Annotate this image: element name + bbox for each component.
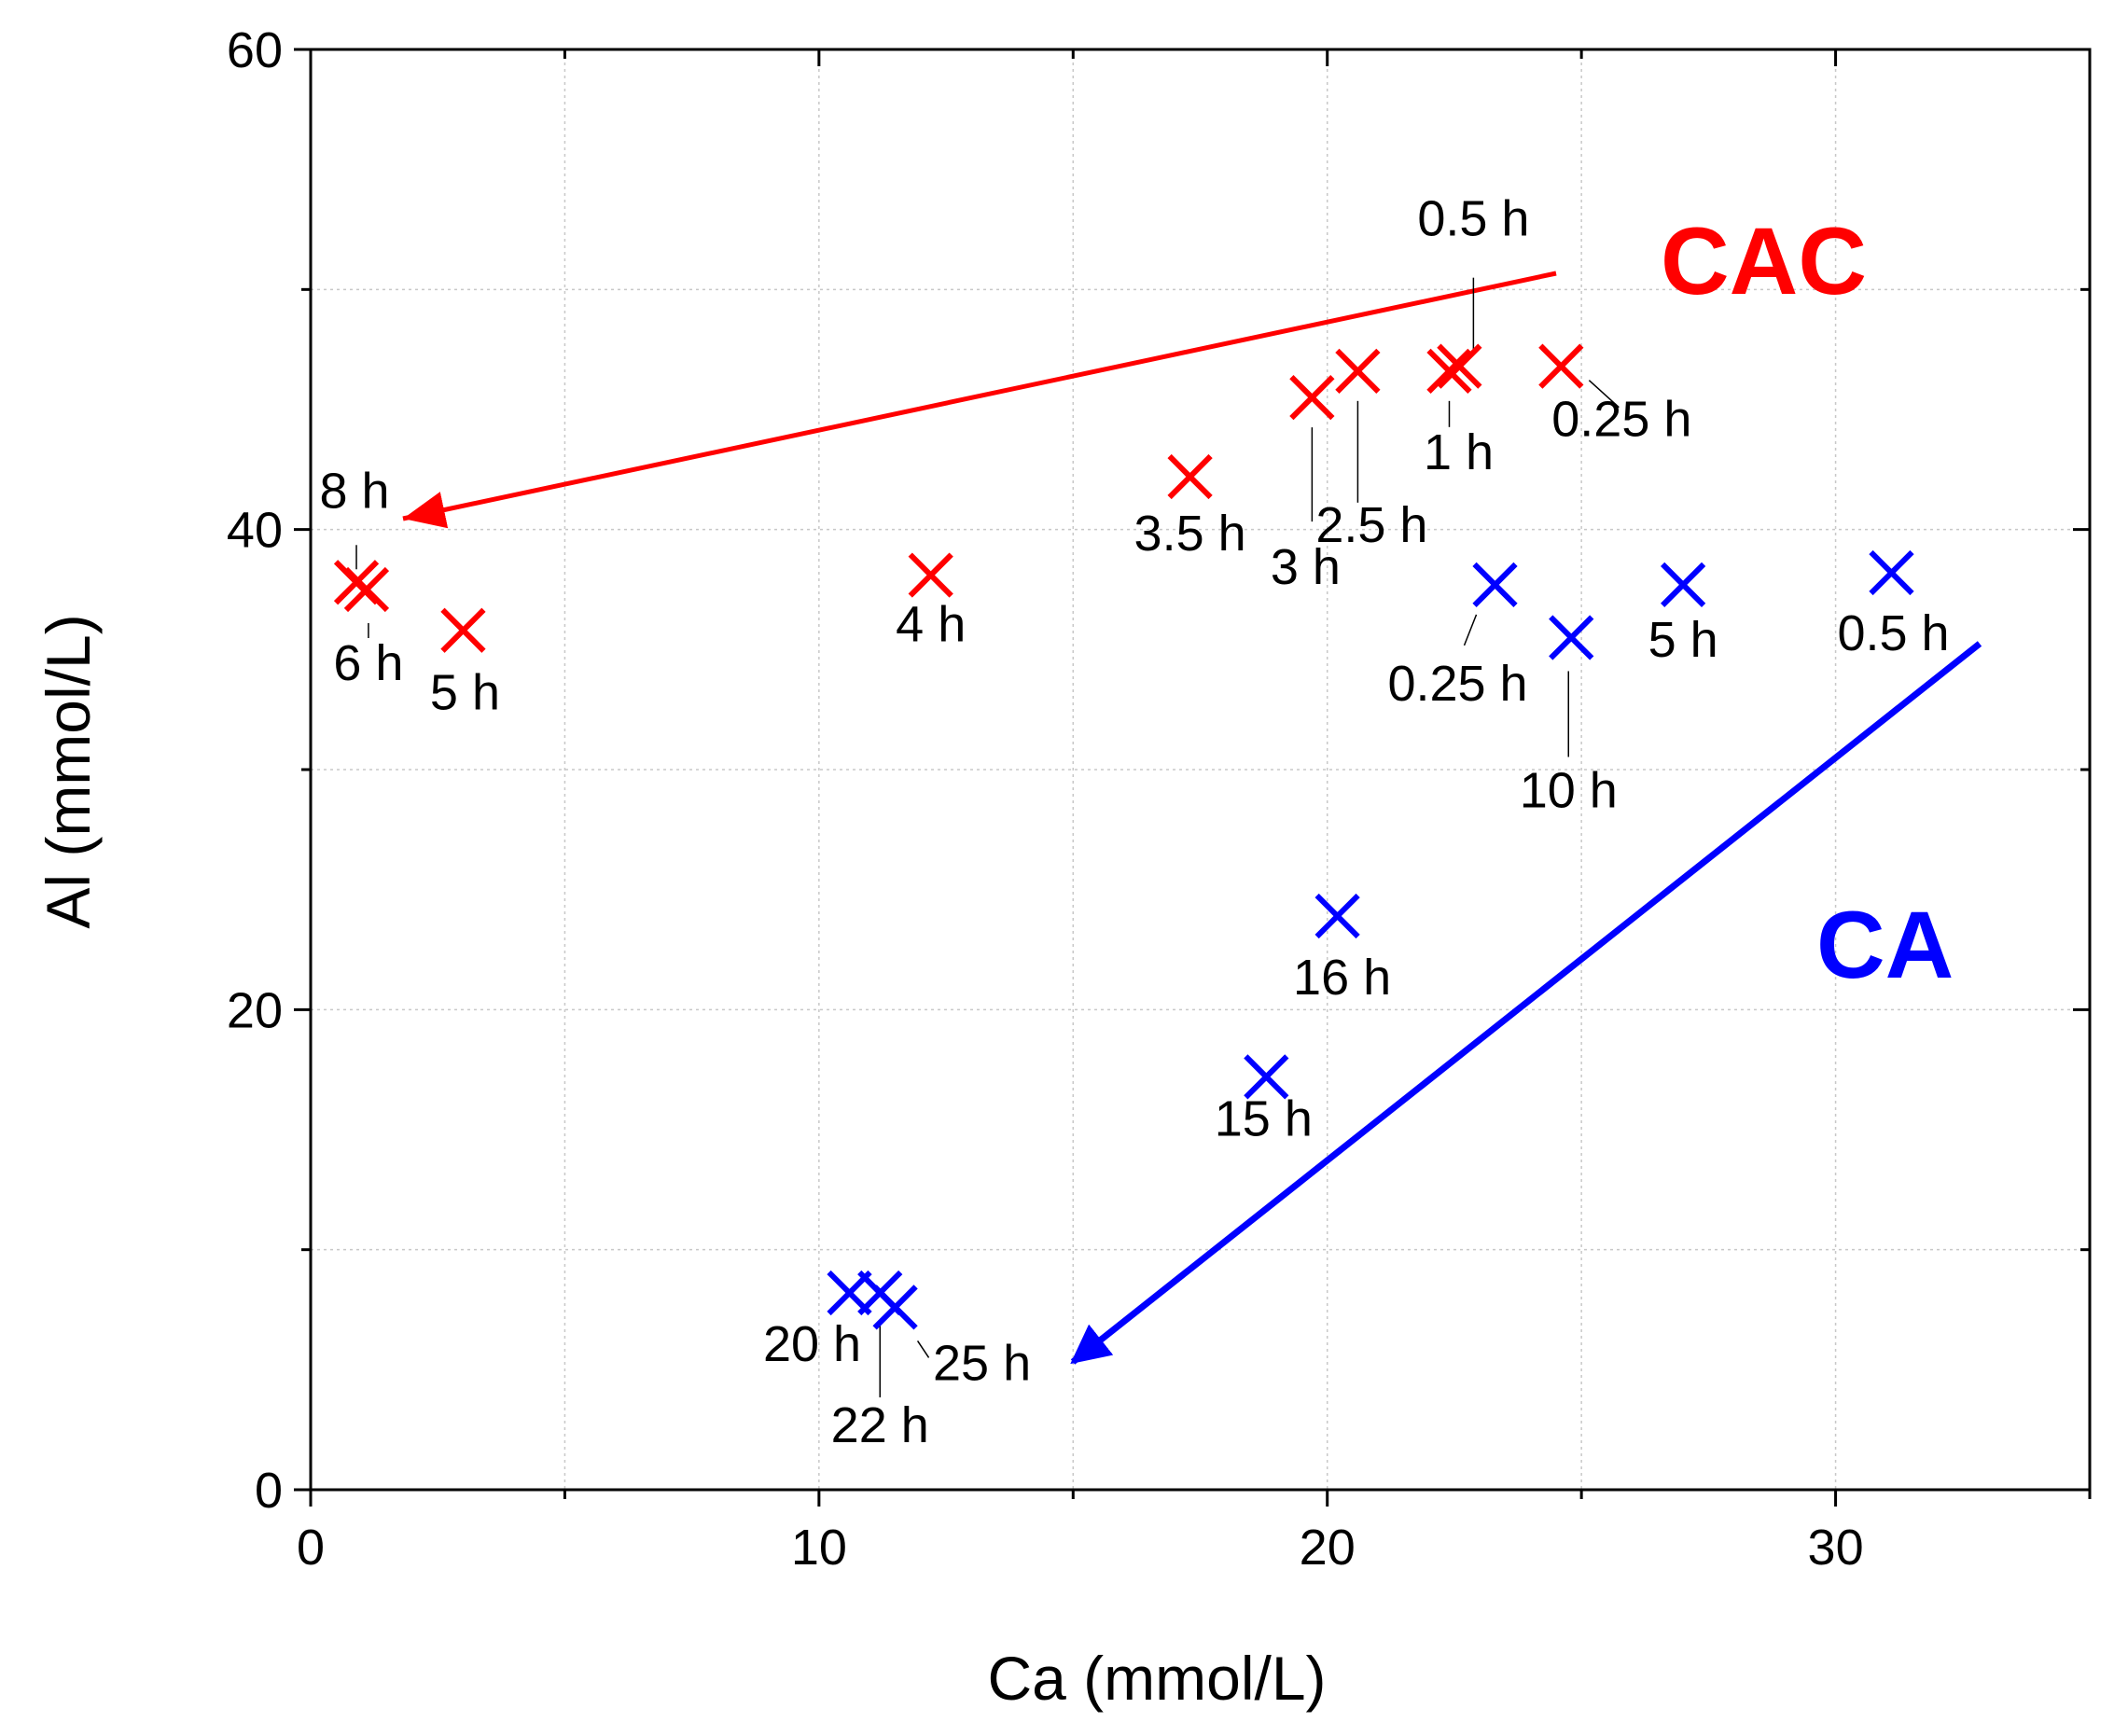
data-point-cac [1289,375,1335,421]
x-axis-title: Ca (mmol/L) [987,1644,1326,1713]
y-axis-title: Al (mmol/L) [34,614,103,928]
data-point-ca [1244,1054,1289,1100]
x-tick-label: 0 [297,1520,325,1576]
label-leader-lines [355,277,1620,1397]
marker-stroke [1437,343,1482,389]
axis-ticks: 0 10 20 30 0 20 40 60 [227,22,2092,1576]
marker-stroke [440,607,486,653]
y-tick-label: 20 [227,982,283,1038]
point-label-ca: 15 h [1215,1090,1313,1146]
x-tick-label: 30 [1808,1520,1864,1576]
marker-stroke [1289,375,1335,421]
data-point-cac [1167,453,1213,500]
marker-stroke [1167,453,1213,500]
point-label-cac: 4 h [896,597,966,653]
point-label-ca: 16 h [1293,950,1391,1006]
data-point-cac [333,560,380,605]
data-point-ca [1472,562,1518,607]
marker-stroke [1538,343,1584,389]
marker-stroke [1472,562,1518,607]
data-point-ca [1314,893,1360,939]
series-label-cac: CAC [1661,208,1867,314]
marker-stroke [1426,348,1472,394]
data-point-cac [1335,348,1381,394]
data-point-cac [908,552,953,598]
data-point-cac [1426,348,1472,394]
point-label-ca: 0.25 h [1387,656,1527,712]
y-tick-label: 60 [227,22,283,78]
marker-stroke [1660,562,1706,607]
point-label-ca: 0.5 h [1837,605,1949,661]
y-tick-label: 0 [255,1463,283,1519]
label-leader-ca [1463,614,1478,646]
point-label-cac: 1 h [1424,424,1494,480]
x-tick-label: 10 [791,1520,847,1576]
label-leader-cac [1588,380,1620,409]
x-tick-label: 20 [1300,1520,1356,1576]
data-point-cac [440,607,486,653]
ca-trend-arrow [1070,641,1982,1365]
marker-stroke [1244,1054,1289,1100]
marker-stroke [872,1285,918,1330]
marker-stroke [1549,615,1594,660]
marker-stroke [1335,348,1381,394]
marker-stroke [1869,549,1914,596]
data-point-ca [872,1285,918,1330]
point-label-cac: 0.5 h [1417,191,1529,247]
point-label-cac: 3.5 h [1134,506,1246,562]
data-point-cac [1437,343,1482,389]
series-label-ca: CA [1816,892,1954,998]
data-point-cac [1538,343,1584,389]
point-label-ca: 10 h [1520,762,1618,818]
data-point-ca [1660,562,1706,607]
point-label-cac: 3 h [1271,539,1341,595]
point-label-cac: 0.25 h [1551,392,1691,448]
marker-stroke [908,552,953,598]
label-leader-ca [916,1340,930,1358]
y-tick-label: 40 [227,503,283,559]
point-label-ca: 25 h [933,1335,1031,1391]
data-point-ca [1869,549,1914,596]
point-label-cac: 2.5 h [1315,497,1427,553]
point-label-ca: 5 h [1648,612,1718,668]
point-labels: 0.25 h 0.5 h 1 h 2.5 h3 h 3.5 h 4 h 5 h 6 h 8 h 0… [319,191,1949,1453]
data-point-ca [1549,615,1594,660]
point-label-cac: 8 h [319,463,389,519]
marker-stroke [1314,893,1360,939]
point-label-ca: 22 h [831,1397,929,1453]
data-points [333,343,1914,1330]
marker-stroke [333,560,380,605]
grid-lines [311,49,2090,1490]
point-label-cac: 6 h [333,635,403,691]
cac-trend-arrow [402,271,1557,529]
point-label-ca: 20 h [763,1316,861,1372]
point-label-cac: 5 h [430,665,500,721]
